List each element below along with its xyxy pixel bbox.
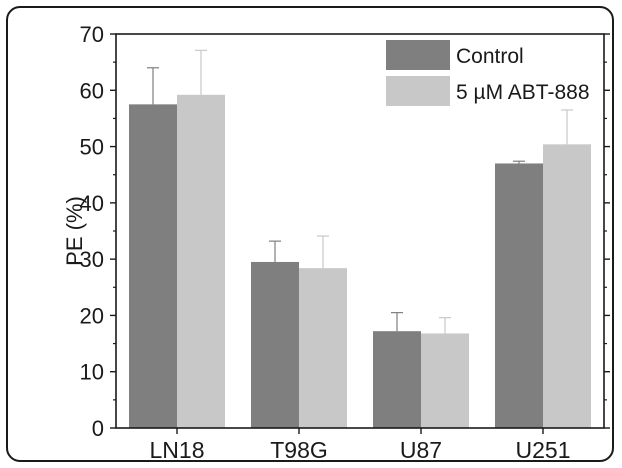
x-tick-label: U87 — [400, 437, 442, 463]
bar-control — [129, 104, 177, 428]
legend-swatch — [386, 40, 450, 70]
x-tick-label: U251 — [516, 437, 571, 463]
bar-control — [251, 261, 299, 428]
bar-control — [495, 163, 543, 428]
axes-layer: 0 10 20 30 40 50 60 70 LN18 T98G U87 U251 — [80, 22, 610, 463]
y-tick-label: 50 — [80, 135, 104, 160]
legend: Control 5 µM ABT-888 — [386, 40, 590, 106]
y-tick-label: 10 — [80, 360, 104, 385]
y-axis-label: PE (%) — [62, 196, 87, 266]
bar-treatment — [177, 94, 225, 428]
y-tick-label: 70 — [80, 22, 104, 47]
error-bars-layer — [147, 49, 573, 334]
bars-layer — [129, 94, 591, 428]
y-tick-label: 20 — [80, 303, 104, 328]
bar-treatment — [299, 268, 347, 428]
y-tick-label: 0 — [92, 416, 104, 441]
y-tick-label: 60 — [80, 78, 104, 103]
bar-treatment — [421, 333, 469, 428]
bar-treatment — [543, 144, 591, 428]
y-tick-label: 30 — [80, 247, 104, 272]
bar-control — [373, 331, 421, 428]
legend-swatch — [386, 76, 450, 106]
x-tick-label: T98G — [270, 437, 328, 463]
y-tick-label: 40 — [80, 191, 104, 216]
legend-label: Control — [456, 45, 524, 68]
x-tick-label: LN18 — [150, 437, 205, 463]
legend-label: 5 µM ABT-888 — [456, 81, 590, 104]
